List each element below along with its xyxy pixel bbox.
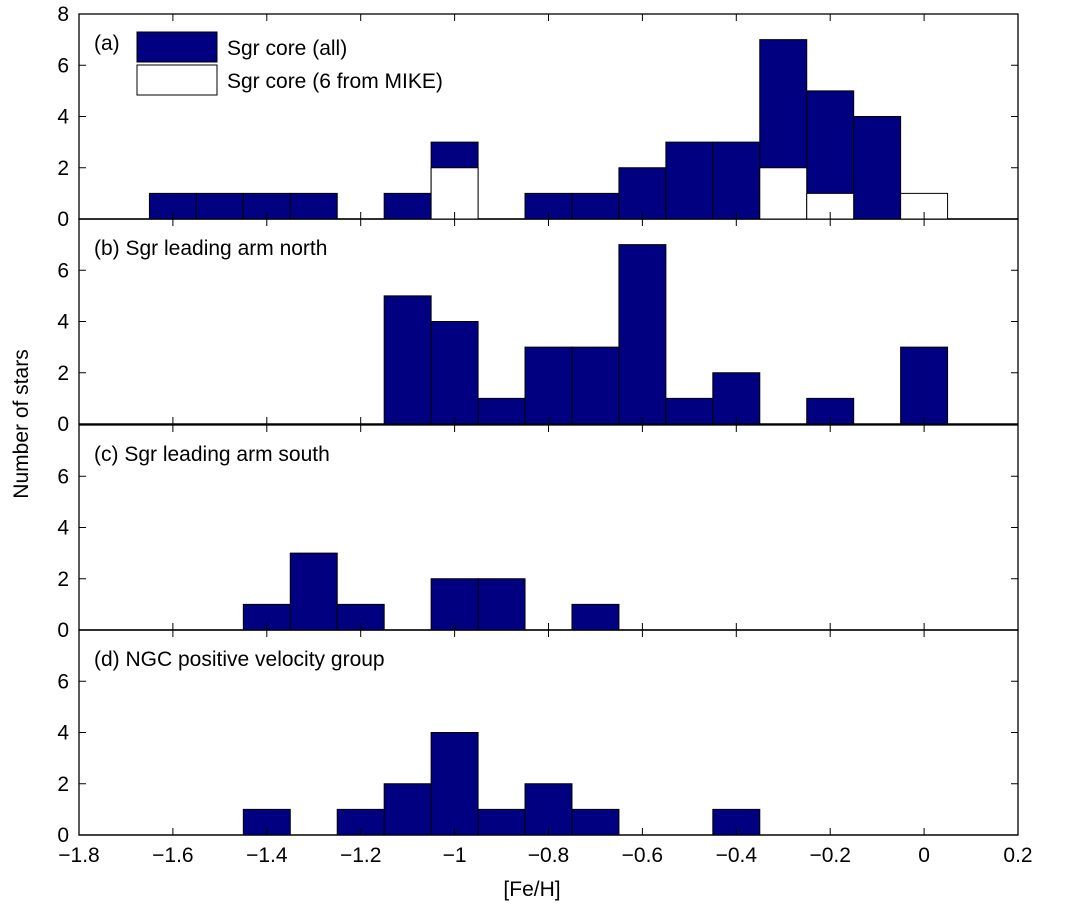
- filled-bar: [430, 732, 479, 836]
- panel-label: (c) Sgr leading arm south: [94, 443, 330, 466]
- panel-labels: (a) (b) Sgr leading arm north (c) Sgr lead…: [94, 32, 385, 671]
- x-tick-label: 0.2: [1003, 844, 1032, 867]
- y-tick-label: 4: [57, 106, 69, 129]
- tick-labels: 0 2 4 6 8 0 2 4 6 0 2 4 6 0 2 4 6 −1.8 −1.6 −1.4 −1.2 −1 −0.8 −…: [57, 3, 1032, 867]
- y-tick-label: 0: [57, 413, 69, 436]
- filled-bar: [477, 808, 526, 836]
- filled-bar: [571, 192, 620, 220]
- filled-bar: [195, 192, 244, 220]
- x-axis-label: [Fe/H]: [503, 878, 560, 901]
- legend-entry: Sgr core (all): [227, 37, 347, 60]
- x-tick-label: −0.6: [622, 844, 663, 867]
- filled-bar: [665, 397, 714, 425]
- x-tick-label: 0: [918, 844, 930, 867]
- panel-label: (d) NGC positive velocity group: [94, 648, 385, 671]
- y-tick-label: 6: [57, 465, 69, 488]
- filled-bar: [571, 808, 620, 836]
- y-tick-label: 0: [57, 208, 69, 231]
- y-tick-label: 6: [57, 670, 69, 693]
- y-tick-label: 6: [57, 259, 69, 282]
- filled-bar: [665, 141, 714, 220]
- y-tick-label: 6: [57, 54, 69, 77]
- legend-swatch-open: [136, 64, 218, 96]
- filled-bar: [571, 603, 620, 631]
- filled-bar: [289, 192, 338, 220]
- filled-bar: [618, 244, 667, 425]
- y-axis-label: Number of stars: [10, 349, 33, 498]
- panel-label: (b) Sgr leading arm north: [94, 237, 327, 260]
- legend-swatch-filled: [136, 31, 218, 63]
- filled-bar: [524, 783, 573, 836]
- x-tick-label: −0.8: [528, 844, 569, 867]
- open-bar: [430, 167, 479, 220]
- x-tick-label: −0.2: [809, 844, 850, 867]
- x-tick-label: −1.2: [340, 844, 381, 867]
- filled-bar: [430, 321, 479, 425]
- filled-bar: [853, 116, 902, 220]
- y-tick-label: 8: [57, 3, 69, 26]
- panel-label: (a): [94, 32, 120, 55]
- y-tick-label: 2: [57, 362, 69, 385]
- filled-bar: [383, 295, 432, 425]
- filled-bar: [383, 192, 432, 220]
- filled-bar: [477, 578, 526, 631]
- x-tick-label: −1: [443, 844, 467, 867]
- x-tick-label: −1.6: [152, 844, 193, 867]
- y-tick-label: 2: [57, 157, 69, 180]
- legend-entry: Sgr core (6 from MIKE): [227, 70, 443, 93]
- y-tick-label: 2: [57, 568, 69, 591]
- filled-bar: [712, 141, 761, 220]
- y-tick-label: 0: [57, 619, 69, 642]
- filled-bar: [430, 578, 479, 631]
- filled-bar: [712, 808, 761, 836]
- legend: Sgr core (all) Sgr core (6 from MIKE): [136, 31, 443, 96]
- filled-bar: [712, 372, 761, 425]
- filled-bar: [477, 397, 526, 425]
- y-tick-label: 4: [57, 311, 69, 334]
- filled-bar: [900, 346, 949, 425]
- histogram-bars: [148, 39, 949, 836]
- filled-bar: [618, 167, 667, 220]
- y-tick-label: 4: [57, 722, 69, 745]
- open-bar: [900, 192, 949, 220]
- y-tick-label: 2: [57, 773, 69, 796]
- open-bar: [759, 167, 808, 220]
- filled-bar: [524, 346, 573, 425]
- x-tick-label: −1.8: [58, 844, 99, 867]
- x-tick-label: −1.4: [246, 844, 288, 867]
- filled-bar: [289, 552, 338, 631]
- y-tick-label: 0: [57, 824, 69, 847]
- tick-marks: [78, 13, 1019, 836]
- x-tick-label: −0.4: [716, 844, 758, 867]
- filled-bar: [383, 783, 432, 836]
- filled-bar: [571, 346, 620, 425]
- y-tick-label: 4: [57, 517, 69, 540]
